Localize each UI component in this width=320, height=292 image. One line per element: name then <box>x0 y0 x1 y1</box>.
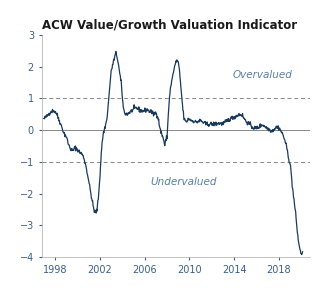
Text: Undervalued: Undervalued <box>151 178 217 187</box>
Text: Overvalued: Overvalued <box>232 70 292 80</box>
Text: ACW Value/Growth Valuation Indicator: ACW Value/Growth Valuation Indicator <box>42 18 297 31</box>
